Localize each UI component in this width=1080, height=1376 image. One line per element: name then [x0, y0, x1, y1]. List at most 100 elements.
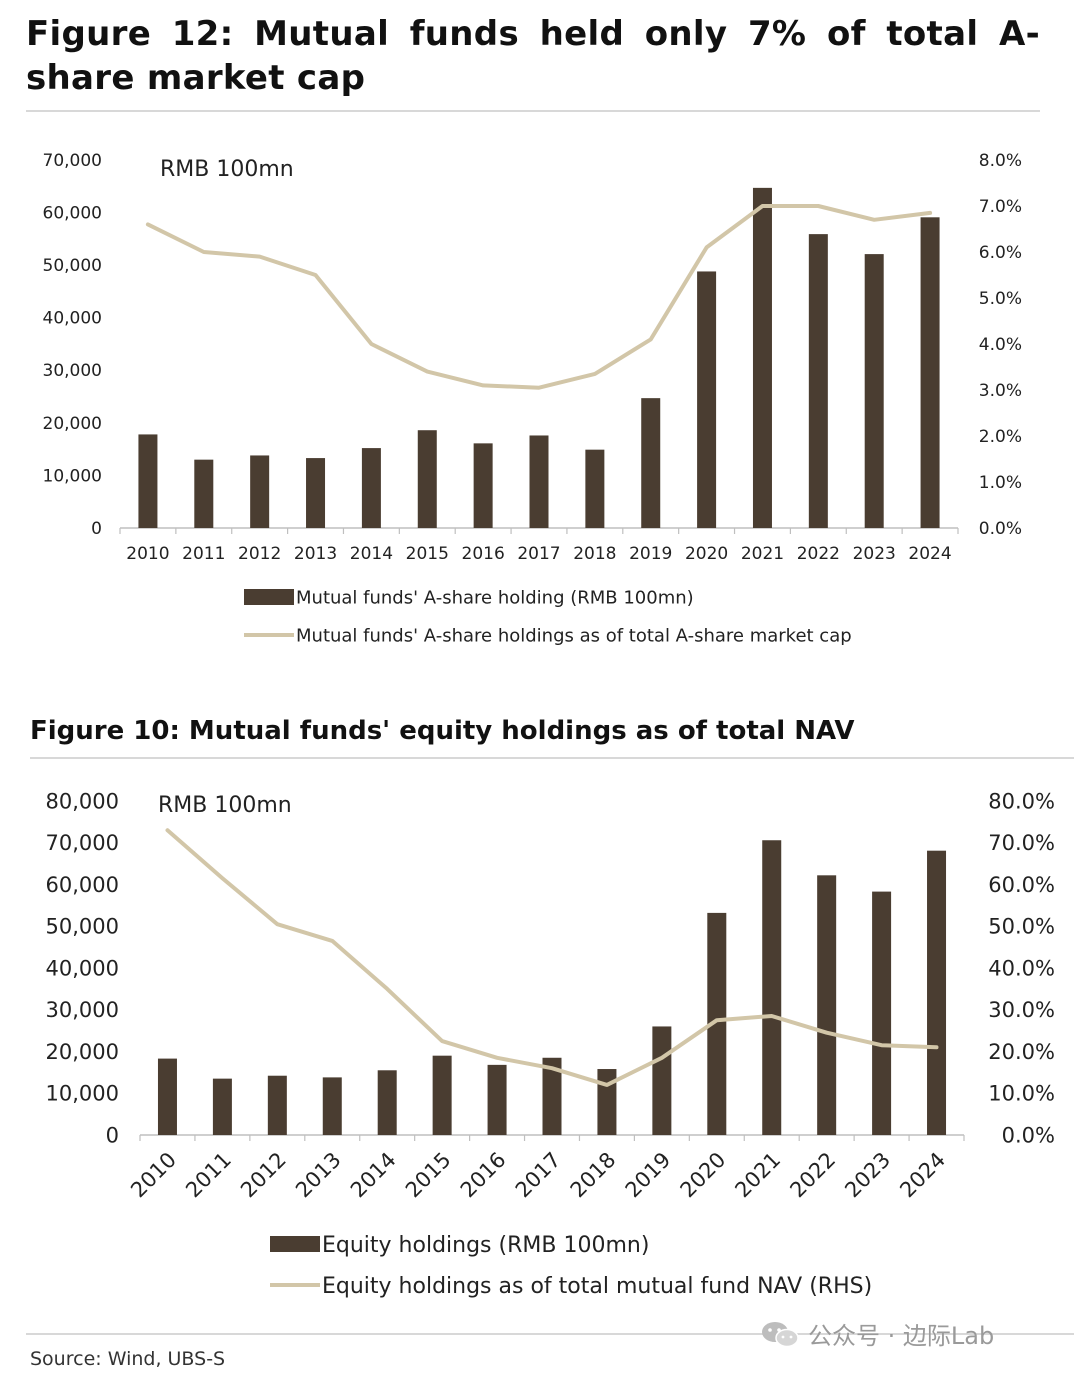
y-left-tick-label: 30,000	[46, 998, 119, 1022]
x-tick-label: 2020	[685, 544, 728, 564]
y-left-tick-label: 80,000	[46, 789, 119, 813]
x-tick-label: 2023	[853, 544, 896, 564]
bar-2016	[487, 1064, 507, 1135]
title-divider-2	[30, 757, 1074, 759]
bar-2019	[652, 1026, 672, 1135]
wechat-icon	[762, 1321, 799, 1347]
line-point-2013	[314, 274, 317, 276]
x-tick-label: 2024	[908, 544, 951, 564]
x-tick-label: 2019	[629, 544, 672, 564]
x-tick-label: 2014	[350, 544, 393, 564]
footer-divider	[26, 1333, 1074, 1335]
line-point-2013	[331, 939, 334, 942]
watermark-text: 公众号 · 边际Lab	[808, 1322, 995, 1350]
x-tick-label: 2010	[126, 544, 169, 564]
y-left-tick-label: 60,000	[43, 204, 102, 224]
line-point-2021	[770, 1015, 773, 1018]
bar-2014	[377, 1070, 397, 1135]
x-tick-label: 2016	[462, 544, 505, 564]
y-right-tick-label: 70.0%	[988, 831, 1055, 855]
figure-10-title: Figure 10: Mutual funds' equity holdings…	[30, 716, 855, 746]
y-right-tick-label: 2.0%	[979, 427, 1022, 447]
legend-bar-swatch	[270, 1236, 320, 1252]
bar-2014	[361, 448, 381, 528]
bar-2018	[585, 449, 605, 528]
x-tick-label: 2015	[401, 1148, 456, 1203]
bar-2023	[872, 891, 892, 1135]
y-left-tick-label: 10,000	[43, 466, 102, 486]
x-tick-label: 2011	[181, 1148, 236, 1203]
bar-2021	[762, 840, 782, 1135]
bar-2012	[250, 455, 270, 528]
y-left-tick-label: 70,000	[43, 151, 102, 171]
y-right-tick-label: 1.0%	[979, 473, 1022, 493]
y-left-tick-label: 10,000	[46, 1082, 119, 1106]
legend-bar-label: Equity holdings (RMB 100mn)	[322, 1233, 649, 1258]
bar-2020	[707, 912, 727, 1135]
line-point-2020	[715, 1019, 718, 1022]
y-left-tick-label: 20,000	[43, 414, 102, 434]
y-left-tick-label: 40,000	[43, 309, 102, 329]
bar-2018	[597, 1069, 617, 1135]
x-tick-label: 2017	[517, 544, 560, 564]
y-right-tick-label: 60.0%	[988, 873, 1055, 897]
y-right-tick-label: 40.0%	[988, 956, 1055, 980]
x-tick-label: 2024	[895, 1148, 950, 1203]
bar-2015	[417, 430, 437, 528]
x-tick-label: 2010	[126, 1148, 181, 1203]
source-note: Source: Wind, UBS-S	[30, 1348, 226, 1370]
line-point-2014	[370, 343, 373, 345]
line-point-2017	[551, 1067, 553, 1070]
line-point-2022	[817, 205, 820, 207]
bar-2013	[306, 458, 326, 528]
line-point-2020	[705, 246, 708, 249]
bar-2011	[212, 1078, 232, 1135]
bar-2015	[432, 1055, 452, 1135]
figure-12-title: Figure 12: Mutual funds held only 7% of …	[26, 14, 1040, 98]
bar-2023	[864, 254, 884, 529]
line-point-2015	[441, 1040, 444, 1043]
y-left-tick-label: 0	[91, 519, 102, 539]
line-point-2023	[880, 1044, 883, 1047]
y-right-tick-label: 7.0%	[979, 197, 1022, 217]
figure-10-chart: 0 10,000 20,000 30,000 40,000 50,000 60,000 70,…	[46, 789, 1055, 1299]
line-point-2019	[649, 338, 652, 341]
legend-line-label: Equity holdings as of total mutual fund …	[322, 1274, 872, 1299]
line-point-2011	[221, 877, 224, 880]
x-tick-label: 2021	[741, 544, 784, 564]
x-tick-label: 2012	[236, 1148, 291, 1203]
x-tick-label: 2022	[797, 544, 840, 564]
y-left-tick-label: 50,000	[46, 915, 119, 939]
line-point-2010	[166, 829, 169, 832]
x-tick-label: 2017	[511, 1148, 566, 1203]
y-right-tick-label: 30.0%	[988, 998, 1055, 1022]
bar-2010	[138, 434, 158, 528]
bar-2010	[157, 1058, 177, 1135]
y-left-tick-label: 30,000	[43, 361, 102, 381]
line-point-2016	[496, 1056, 499, 1059]
line-point-2024	[935, 1046, 938, 1049]
y-right-tick-label: 5.0%	[979, 289, 1022, 309]
y-right-tick-label: 80.0%	[988, 789, 1055, 813]
bar-2020	[697, 271, 717, 528]
line-point-2019	[660, 1056, 663, 1059]
bar-2017	[529, 435, 549, 528]
y-right-tick-label: 0.0%	[979, 519, 1022, 539]
bar-2012	[267, 1075, 287, 1135]
x-tick-label: 2018	[566, 1148, 621, 1203]
title-divider	[26, 110, 1040, 112]
y-right-tick-label: 50.0%	[988, 915, 1055, 939]
x-tick-label: 2023	[840, 1148, 895, 1203]
line-point-2011	[202, 251, 205, 253]
line-point-2010	[146, 223, 149, 226]
line-point-2017	[538, 386, 540, 389]
bar-2013	[322, 1077, 342, 1135]
bar-2016	[473, 443, 493, 528]
watermark: 公众号 · 边际Lab	[760, 1316, 994, 1351]
line-point-2023	[873, 218, 876, 221]
line-point-2022	[825, 1031, 828, 1034]
figure-12-chart: 0 10,000 20,000 30,000 40,000 50,000 60,000 70,…	[43, 151, 1022, 647]
bar-2017	[542, 1057, 562, 1135]
x-tick-label: 2012	[238, 544, 281, 564]
y-left-tick-label: 70,000	[46, 831, 119, 855]
